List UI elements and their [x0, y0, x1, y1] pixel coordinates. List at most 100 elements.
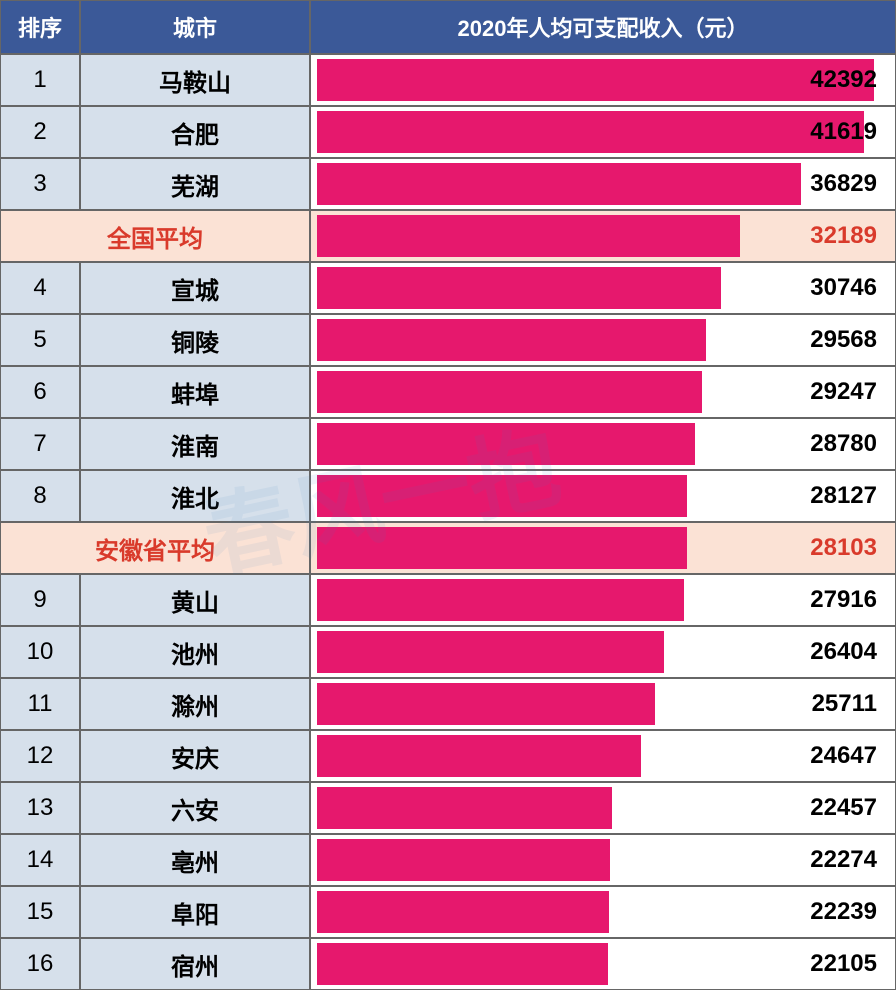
table-row: 2合肥41619: [0, 106, 896, 158]
bar-wrap: 28127: [317, 475, 889, 517]
table-row: 12安庆24647: [0, 730, 896, 782]
city-label: 安庆: [80, 730, 310, 782]
bar-cell: 28780: [310, 418, 896, 470]
bar: [317, 111, 864, 153]
bar-cell: 22105: [310, 938, 896, 990]
table-row: 9黄山27916: [0, 574, 896, 626]
city-label: 铜陵: [80, 314, 310, 366]
bar: [317, 215, 740, 257]
bar: [317, 839, 610, 881]
bar-value: 42392: [810, 66, 877, 94]
bar-wrap: 22239: [317, 891, 889, 933]
rank-cell: 10: [0, 626, 80, 678]
rank-cell: 1: [0, 54, 80, 106]
city-label: 安徽省平均: [0, 522, 310, 574]
bar-wrap: 22105: [317, 943, 889, 985]
bar: [317, 319, 706, 361]
rank-cell: 6: [0, 366, 80, 418]
bar-wrap: 36829: [317, 163, 889, 205]
bar: [317, 943, 608, 985]
bar-value: 22239: [810, 898, 877, 926]
table-row: 1马鞍山 42392: [0, 54, 896, 106]
average-row: 全国平均32189: [0, 210, 896, 262]
rank-cell: 7: [0, 418, 80, 470]
table-row: 11滁州25711: [0, 678, 896, 730]
bar-cell: 22274: [310, 834, 896, 886]
table-row: 6蚌埠29247: [0, 366, 896, 418]
bar-cell: 42392: [310, 54, 896, 106]
table-row: 16宿州 22105: [0, 938, 896, 990]
table-row: 13六安22457: [0, 782, 896, 834]
rank-cell: 11: [0, 678, 80, 730]
bar-value: 28127: [810, 482, 877, 510]
bar-wrap: 24647: [317, 735, 889, 777]
bar: [317, 59, 874, 101]
header-rank: 排序: [0, 0, 80, 54]
header-row: 排序 城市 2020年人均可支配收入（元）: [0, 0, 896, 54]
bar-cell: 29568: [310, 314, 896, 366]
bar: [317, 891, 609, 933]
bar-wrap: 41619: [317, 111, 889, 153]
bar-wrap: 28780: [317, 423, 889, 465]
table-row: 15阜阳22239: [0, 886, 896, 938]
bar-value: 41619: [810, 118, 877, 146]
table-row: 7淮南 28780: [0, 418, 896, 470]
bar-wrap: 29568: [317, 319, 889, 361]
bar-cell: 22457: [310, 782, 896, 834]
bar-cell: 29247: [310, 366, 896, 418]
city-label: 淮北: [80, 470, 310, 522]
bar-cell: 27916: [310, 574, 896, 626]
bar-wrap: 29247: [317, 371, 889, 413]
bar-cell: 32189: [310, 210, 896, 262]
bar-wrap: 28103: [317, 527, 889, 569]
bar-value: 32189: [810, 222, 877, 250]
bar-cell: 24647: [310, 730, 896, 782]
bar-wrap: 30746: [317, 267, 889, 309]
bar-wrap: 22457: [317, 787, 889, 829]
bar-cell: 26404: [310, 626, 896, 678]
rank-cell: 14: [0, 834, 80, 886]
city-label: 池州: [80, 626, 310, 678]
city-label: 马鞍山: [80, 54, 310, 106]
rank-cell: 16: [0, 938, 80, 990]
city-label: 宣城: [80, 262, 310, 314]
table-row: 5铜陵 29568: [0, 314, 896, 366]
bar-value: 28780: [810, 430, 877, 458]
city-label: 六安: [80, 782, 310, 834]
bar: [317, 787, 612, 829]
bar-cell: 36829: [310, 158, 896, 210]
table-row: 8淮北 28127: [0, 470, 896, 522]
bar: [317, 371, 702, 413]
city-label: 淮南: [80, 418, 310, 470]
city-label: 宿州: [80, 938, 310, 990]
bar: [317, 683, 655, 725]
bar-value: 30746: [810, 274, 877, 302]
bar-value: 25711: [812, 690, 877, 718]
bar-value: 22457: [810, 794, 877, 822]
bar-cell: 25711: [310, 678, 896, 730]
bar-value: 36829: [810, 170, 877, 198]
bar-wrap: 27916: [317, 579, 889, 621]
bar: [317, 423, 695, 465]
table-row: 4宣城 30746: [0, 262, 896, 314]
header-city: 城市: [80, 0, 310, 54]
rank-cell: 3: [0, 158, 80, 210]
chart-container: 排序 城市 2020年人均可支配收入（元） 1马鞍山423922合肥416193…: [0, 0, 896, 990]
bar: [317, 267, 721, 309]
city-label: 黄山: [80, 574, 310, 626]
bar-wrap: 22274: [317, 839, 889, 881]
bar-value: 24647: [810, 742, 877, 770]
city-label: 蚌埠: [80, 366, 310, 418]
bar-value: 29568: [810, 326, 877, 354]
city-label: 合肥: [80, 106, 310, 158]
bar-value: 22105: [810, 950, 877, 978]
rank-cell: 5: [0, 314, 80, 366]
rank-cell: 4: [0, 262, 80, 314]
city-label: 亳州: [80, 834, 310, 886]
bar: [317, 163, 801, 205]
table-row: 3芜湖36829: [0, 158, 896, 210]
table-row: 10池州26404: [0, 626, 896, 678]
rank-cell: 8: [0, 470, 80, 522]
bar-value: 28103: [810, 534, 877, 562]
bar: [317, 735, 641, 777]
